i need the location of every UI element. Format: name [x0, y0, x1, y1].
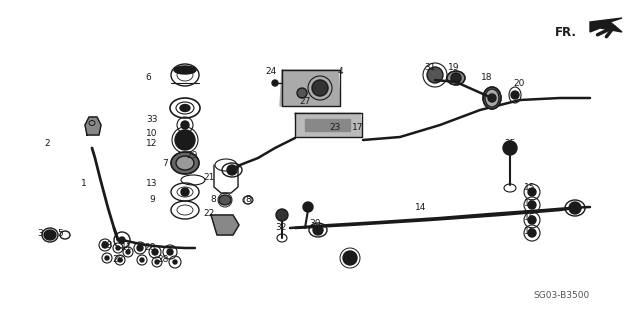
Text: 16: 16 — [524, 198, 536, 207]
Ellipse shape — [174, 66, 196, 74]
Text: 28: 28 — [144, 243, 156, 253]
Text: 15: 15 — [524, 227, 536, 236]
Ellipse shape — [483, 87, 501, 109]
Circle shape — [181, 188, 189, 196]
Text: 3: 3 — [37, 228, 43, 238]
Circle shape — [140, 258, 144, 262]
Text: 5: 5 — [57, 228, 63, 238]
Circle shape — [181, 121, 189, 129]
Ellipse shape — [176, 156, 194, 170]
Circle shape — [313, 225, 323, 235]
Circle shape — [569, 202, 581, 214]
Text: FR.: FR. — [555, 26, 577, 40]
Circle shape — [272, 80, 278, 86]
Polygon shape — [211, 215, 239, 235]
Circle shape — [126, 250, 130, 254]
Circle shape — [488, 94, 496, 102]
Text: 16: 16 — [524, 213, 536, 222]
Text: 28: 28 — [112, 256, 124, 264]
Text: 18: 18 — [481, 73, 493, 83]
Text: 28: 28 — [157, 256, 169, 264]
Text: 26: 26 — [344, 256, 356, 264]
Text: 15: 15 — [524, 183, 536, 192]
Circle shape — [528, 201, 536, 209]
Circle shape — [175, 130, 195, 150]
Ellipse shape — [485, 89, 499, 107]
Text: 10: 10 — [147, 129, 157, 137]
Circle shape — [119, 237, 125, 243]
Text: 33: 33 — [147, 115, 157, 124]
Text: 32: 32 — [275, 224, 287, 233]
Circle shape — [152, 249, 158, 255]
Circle shape — [528, 216, 536, 224]
Text: 8: 8 — [245, 196, 251, 204]
Text: 24: 24 — [266, 68, 276, 77]
Polygon shape — [280, 70, 340, 106]
Circle shape — [137, 245, 143, 251]
Text: 9: 9 — [149, 196, 155, 204]
Text: 27: 27 — [300, 97, 310, 106]
Circle shape — [303, 202, 313, 212]
Circle shape — [297, 88, 307, 98]
Circle shape — [427, 67, 443, 83]
Text: 25: 25 — [504, 138, 516, 147]
Polygon shape — [85, 117, 101, 135]
Circle shape — [528, 229, 536, 237]
Circle shape — [118, 258, 122, 262]
Text: 8: 8 — [210, 196, 216, 204]
Text: 13: 13 — [147, 179, 157, 188]
Text: 4: 4 — [337, 68, 343, 77]
Text: 22: 22 — [204, 209, 214, 218]
Circle shape — [451, 73, 461, 83]
Circle shape — [528, 188, 536, 196]
Circle shape — [227, 165, 237, 175]
Circle shape — [503, 141, 517, 155]
Circle shape — [167, 249, 173, 255]
Circle shape — [312, 80, 328, 96]
Polygon shape — [590, 18, 622, 32]
Text: 23: 23 — [330, 123, 340, 132]
Text: 17: 17 — [352, 123, 364, 132]
Circle shape — [343, 251, 357, 265]
Ellipse shape — [171, 152, 199, 174]
Text: 1: 1 — [81, 179, 87, 188]
Circle shape — [102, 242, 108, 248]
Text: 12: 12 — [147, 138, 157, 147]
Polygon shape — [305, 119, 350, 131]
Text: SG03-B3500: SG03-B3500 — [534, 292, 590, 300]
Text: 31: 31 — [424, 63, 436, 72]
Text: 21: 21 — [204, 173, 214, 182]
Circle shape — [276, 209, 288, 221]
Text: 7: 7 — [162, 159, 168, 167]
Text: 11: 11 — [121, 243, 132, 253]
Ellipse shape — [180, 105, 190, 112]
Text: 14: 14 — [415, 204, 427, 212]
Text: 2: 2 — [44, 138, 50, 147]
Text: 29: 29 — [186, 151, 198, 160]
Polygon shape — [295, 113, 362, 137]
Text: 19: 19 — [448, 63, 460, 72]
Ellipse shape — [219, 195, 231, 205]
Text: 6: 6 — [145, 73, 151, 83]
Ellipse shape — [44, 230, 56, 240]
Ellipse shape — [447, 71, 465, 85]
Text: 28: 28 — [101, 241, 113, 249]
Circle shape — [105, 256, 109, 260]
Circle shape — [173, 260, 177, 264]
Circle shape — [511, 91, 519, 99]
Circle shape — [155, 260, 159, 264]
Text: 30: 30 — [309, 219, 321, 227]
Text: 20: 20 — [513, 78, 525, 87]
Circle shape — [116, 246, 120, 250]
